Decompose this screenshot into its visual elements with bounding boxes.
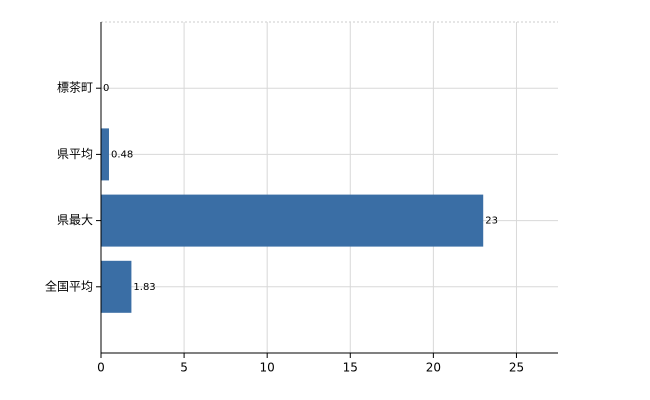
bar xyxy=(101,194,484,247)
y-tick-label: 標茶町 xyxy=(57,80,93,95)
y-tick-label: 県最大 xyxy=(57,213,93,227)
x-tick-label: 25 xyxy=(509,361,524,375)
y-tick-label: 全国平均 xyxy=(45,278,93,293)
bar xyxy=(101,128,109,181)
value-label: 0 xyxy=(103,83,109,94)
value-label: 23 xyxy=(485,216,498,227)
y-tick-label: 県平均 xyxy=(57,147,93,161)
value-label: 1.83 xyxy=(133,282,155,293)
x-tick-label: 0 xyxy=(97,361,105,375)
x-tick-label: 20 xyxy=(426,361,441,375)
x-tick-label: 10 xyxy=(260,361,275,375)
bar xyxy=(101,260,132,313)
x-tick-label: 15 xyxy=(343,361,358,375)
value-label: 0.48 xyxy=(111,149,133,160)
x-tick-label: 5 xyxy=(180,361,188,375)
